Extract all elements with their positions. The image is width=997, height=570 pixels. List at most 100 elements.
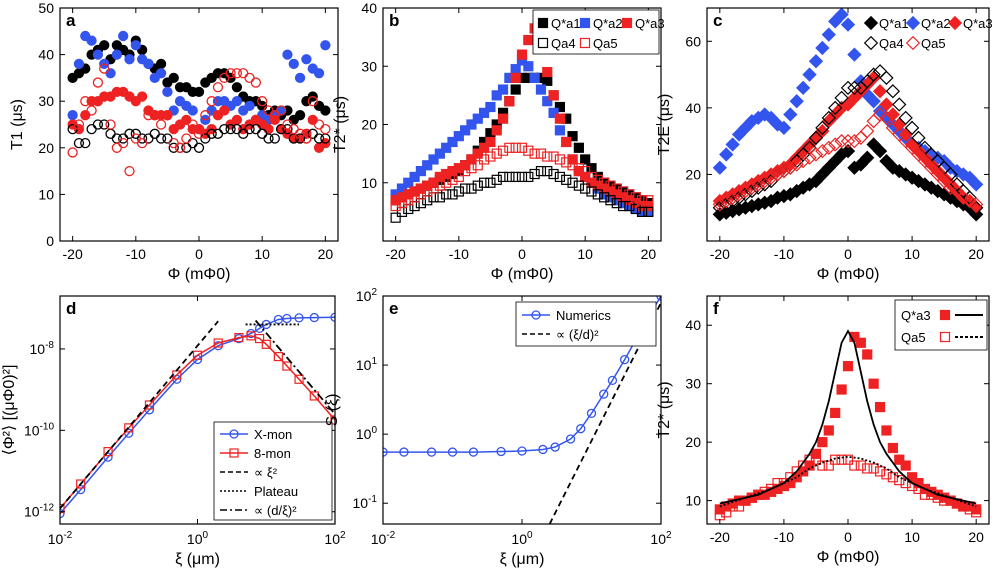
series-8mon-point-12 [273,351,283,362]
series-Numerics-point-14 [620,354,630,365]
series--line [60,320,219,510]
series-Qa3-point-20 [842,361,854,372]
legend-marker-1 [229,448,239,458]
y-tick-label: 40 [361,0,377,16]
series-Qa5-point-17 [174,142,186,153]
series-Qa4-point-39 [313,133,325,144]
y-tick-label: 40 [685,100,701,116]
series-Xmon-point-13 [282,313,292,324]
series-Qa5-point-37 [624,189,635,200]
series-Qa4-point-2 [403,203,414,215]
y-tick-label: 102 [356,287,378,304]
series-d-line [548,302,661,524]
series-Qa4-point-14 [155,133,167,144]
series-Qa2-point-21 [847,47,862,62]
series-Qa4-point-40 [643,206,654,217]
series-Qa4-point-28 [244,124,255,135]
y-tick-label: 20 [685,434,701,450]
x-axis-label: Φ (mΦ0) [491,266,554,283]
series-Qa2-point-35 [288,58,299,70]
x-tick-label: -20 [710,529,730,545]
series-Qa4-point-12 [143,133,154,144]
y-tick-label: 30 [685,376,701,392]
series-Xmon-point-0 [60,508,65,519]
series-Qa5fit-line [719,455,977,508]
x-tick-label: 10 [904,246,920,262]
series-Qa4-point-15 [485,177,496,188]
series-Qa2-point-23 [535,84,547,95]
series-Qa4-point-20 [516,171,528,183]
series-Qa4-point-29 [573,180,584,191]
series-Qa3-point-12 [791,472,802,483]
series-Qa5-point-6 [751,177,766,192]
series-Qa1-point-20 [840,143,856,159]
series-Qa3-point-11 [136,91,148,102]
x-tick-label-exp: -2 [386,530,395,541]
x-tick-label: -10 [126,246,146,262]
data-layer [67,30,331,177]
series-Qa4-point-36 [617,200,629,212]
series-Qa5-point-17 [497,145,509,156]
series-Qa5-point-31 [586,171,597,183]
series-Qa2-point-15 [162,86,173,98]
series-Qa2-point-4 [415,166,427,177]
series-Qa4-point-25 [225,124,236,135]
series-Qa5-point-12 [466,163,477,174]
series-Qa3-point-25 [548,90,559,101]
series-Xmon-point-14 [294,313,304,323]
series-Qa5-point-28 [567,160,578,171]
series-Qa5-point-17 [823,460,834,471]
legend-marker-2 [621,17,633,29]
legend-marker-3 [537,37,549,49]
series-Qa5-point-38 [958,501,969,512]
series-Qa5-point-21 [523,145,534,156]
x-tick-label: 20 [318,246,334,262]
x-tick-label: 0 [844,246,852,262]
series-Qa5-point-32 [592,174,603,185]
series-Qa5-point-9 [447,174,458,185]
x-tick-label: 10-2 [48,530,73,547]
series-Numerics-point-13 [607,375,618,386]
x-tick-label: 10 [577,246,593,262]
series-Qa2-point-24 [542,96,553,107]
x-tick-label: 20 [641,246,657,262]
series-Numerics-point-2 [426,447,437,457]
series-Qa3-point-24 [542,66,553,78]
series-Qa4-point-31 [263,133,274,144]
series-Qa5-point-20 [842,454,854,465]
legend-label-3: Qa4 [551,36,576,51]
x-axis-label: ξ (μm) [500,551,545,568]
series-Qa5-point-16 [491,148,502,159]
x-axis-label: ξ (μm) [175,551,220,568]
y-tick-label-exp: 2 [371,287,377,298]
series-Qa2-point-14 [478,107,490,118]
series-Qa5-point-26 [554,154,566,165]
series-Qa5-point-13 [798,460,809,471]
series-Qa5-point-2 [403,195,414,206]
series-Qa2-point-10 [776,120,792,135]
series-Qa3-point-20 [516,49,528,60]
series-Qa1-point-31 [586,163,597,174]
y-axis-label: T2* (μs) [332,96,349,153]
series-Qa5-point-15 [485,151,496,162]
series-Qa4-point-30 [580,183,591,194]
series-Qa5-point-14 [155,119,167,130]
legend-label-1: Q*a2 [921,16,951,31]
y-tick-label-exp: -1 [368,494,377,505]
series-Qa2-point-9 [770,117,785,132]
series-Qa5-point-18 [181,133,192,144]
series-Qa5-point-15 [810,454,822,465]
series-Qa4-point-24 [542,166,553,177]
series-Qa4-point-10 [453,186,464,197]
series-Qa5-point-7 [434,180,445,191]
series-Numerics-point-10 [576,424,586,434]
y-tick-label: 40 [685,317,701,333]
legend-label-4: ∝ (d/ξ)² [254,503,297,518]
series-Qa3-point-16 [491,125,502,136]
series-Qa5-point-16 [817,460,828,471]
legend: X-mon 8-mon ∝ ξ² Plateau ∝ (d/ξ)² [213,421,333,521]
series-Qa5-point-1 [396,198,408,209]
series-Qa3-point-30 [580,171,591,183]
series-Qa2-point-3 [409,171,420,183]
